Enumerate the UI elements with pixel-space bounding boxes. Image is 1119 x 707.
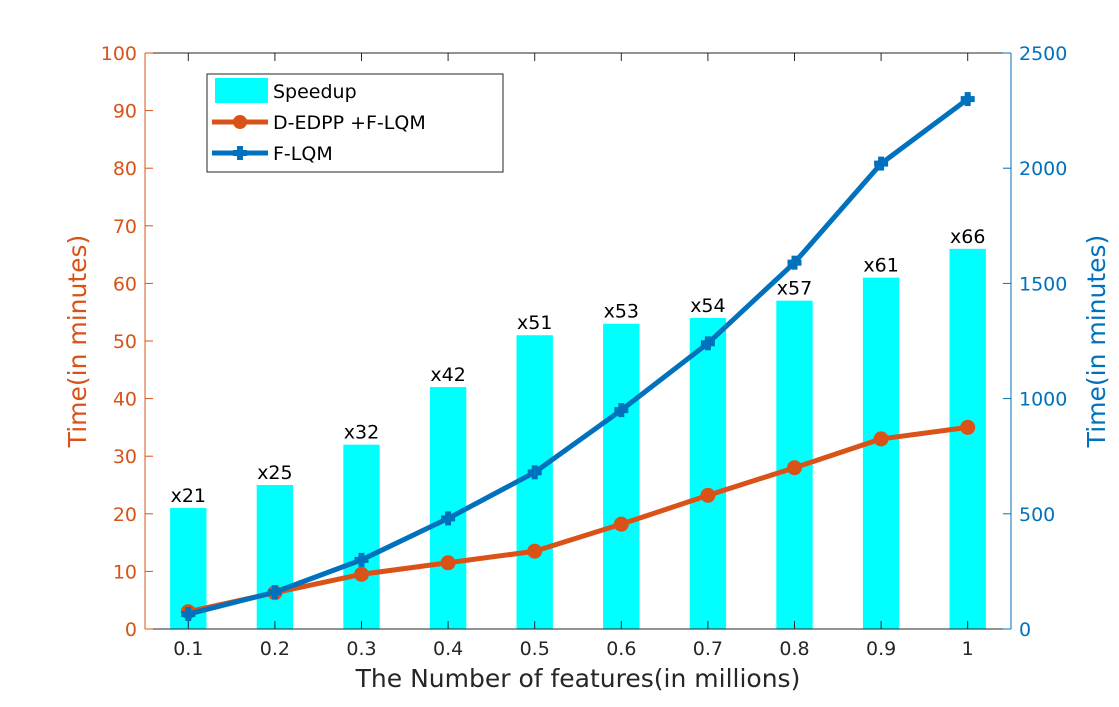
x-tick-label: 0.4 (433, 638, 463, 660)
dedpp-point (787, 460, 802, 476)
dedpp-point (873, 431, 889, 447)
speedup-bar (516, 335, 553, 629)
dedpp-point (527, 543, 543, 559)
y-right-tick-label: 500 (1019, 504, 1055, 526)
legend-marker-flqm (233, 146, 247, 160)
dedpp-point (354, 566, 369, 582)
flqm-line (187, 97, 970, 617)
x-tick-label: 0.5 (520, 638, 550, 660)
legend-label-flqm: F-LQM (273, 143, 333, 165)
legend-marker-dedpp (233, 115, 247, 129)
speedup-bar-label: x54 (690, 295, 725, 317)
speedup-bar-label: x42 (430, 364, 465, 386)
y-left-tick-label: 90 (113, 101, 137, 123)
speedup-bar (862, 277, 900, 629)
speedup-bar-label: x25 (257, 462, 292, 484)
dedpp-point (700, 487, 716, 503)
x-tick-label: 0.2 (260, 638, 290, 660)
dedpp-point (440, 555, 456, 571)
y-left-tick-label: 60 (113, 273, 137, 295)
y-left-tick-label: 0 (125, 619, 137, 641)
ticks-group: 0102030405060708090100050010001500200025… (101, 43, 1068, 660)
flqm-point (614, 403, 629, 418)
y-left-tick-label: 30 (113, 446, 137, 468)
y-left-tick-label: 70 (113, 216, 137, 238)
x-tick-label: 1 (962, 638, 974, 660)
x-tick-label: 0.8 (779, 638, 809, 660)
flqm-point (960, 92, 975, 107)
flqm-point (267, 585, 282, 600)
x-axis-title: The Number of features(in millions) (355, 664, 801, 693)
speedup-bar-label: x32 (344, 422, 379, 444)
y-left-tick-label: 40 (113, 389, 137, 411)
legend: Speedup D-EDPP +F-LQM F-LQM (206, 73, 504, 173)
plus-marker-core (876, 159, 886, 169)
plus-marker-core (183, 609, 193, 619)
speedup-bar-label: x21 (171, 485, 206, 507)
bars-group: x21 x25 x32 x42 x51 x53 x54 x57 x61 x66 (170, 226, 986, 629)
speedup-bar (689, 317, 727, 629)
x-tick-label: 0.9 (866, 638, 896, 660)
dedpp-line (187, 424, 969, 615)
plus-marker-core (790, 258, 799, 268)
y-left-tick-label: 10 (113, 561, 137, 583)
y-axis-left-title: Time(in minutes) (63, 235, 92, 449)
y-left-tick-label: 20 (113, 504, 137, 526)
dedpp-point (613, 516, 629, 532)
dedpp-point (960, 419, 976, 435)
lines-group (180, 92, 976, 622)
x-tick-label: 0.7 (693, 638, 723, 660)
flqm-point (700, 336, 715, 351)
plus-marker-core (235, 148, 245, 158)
plus-marker-core (530, 467, 540, 477)
y-right-tick-label: 2500 (1019, 43, 1067, 65)
plus-marker-core (963, 94, 973, 104)
speedup-bar (949, 248, 986, 629)
y-left-tick-label: 50 (113, 331, 137, 353)
x-tick-label: 0.1 (173, 638, 203, 660)
y-right-tick-label: 1500 (1019, 273, 1067, 295)
y-right-tick-label: 0 (1019, 619, 1031, 641)
legend-label-speedup: Speedup (273, 81, 357, 103)
y-left-tick-label: 80 (113, 158, 137, 180)
flqm-point (874, 156, 889, 171)
x-tick-label: 0.3 (346, 638, 376, 660)
flqm-point (441, 511, 456, 526)
y-right-tick-label: 2000 (1019, 158, 1067, 180)
speedup-bar (256, 485, 294, 629)
plus-marker-core (270, 587, 280, 597)
flqm-point (181, 607, 196, 622)
y-axis-right-title: Time(in minutes) (1082, 235, 1111, 449)
speedup-bar-label: x53 (604, 301, 639, 323)
flqm-point (354, 552, 369, 567)
speedup-bar-label: x57 (777, 278, 812, 300)
legend-label-dedpp: D-EDPP +F-LQM (273, 112, 426, 134)
legend-swatch-speedup (215, 78, 268, 103)
flqm-point (527, 465, 542, 480)
x-tick-label: 0.6 (606, 638, 636, 660)
speedup-bar-label: x61 (863, 255, 898, 277)
plus-marker-core (703, 338, 713, 348)
y-left-tick-label: 100 (101, 43, 137, 65)
axes-group (144, 52, 1012, 630)
speedup-bar-label: x66 (950, 226, 985, 248)
speedup-bar (603, 323, 640, 629)
y-right-tick-label: 1000 (1019, 389, 1067, 411)
speedup-bar-label: x51 (517, 312, 552, 334)
plus-marker-core (357, 555, 366, 565)
legend-plus-marker (233, 146, 247, 160)
speedup-bar (343, 444, 380, 629)
speedup-bar (429, 387, 467, 629)
plus-marker-core (616, 405, 626, 415)
flqm-point (787, 255, 802, 270)
plus-marker-core (443, 513, 453, 523)
